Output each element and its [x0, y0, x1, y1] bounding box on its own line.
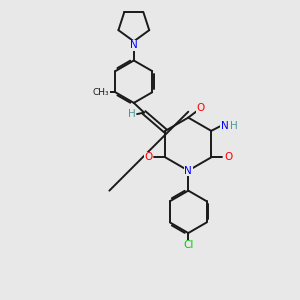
Bar — [128, 111, 135, 117]
Bar — [220, 122, 232, 129]
Text: H: H — [230, 121, 238, 130]
Bar — [184, 242, 193, 249]
Bar — [196, 105, 205, 112]
Bar — [184, 167, 193, 174]
Text: CH₃: CH₃ — [92, 88, 109, 97]
Bar — [129, 42, 138, 49]
Text: Cl: Cl — [183, 240, 194, 250]
Text: O: O — [196, 103, 205, 113]
Bar — [224, 154, 233, 161]
Text: O: O — [224, 152, 232, 162]
Bar — [95, 89, 106, 96]
Text: H: H — [128, 109, 136, 119]
Text: N: N — [184, 166, 192, 176]
Text: N: N — [130, 40, 138, 50]
Bar — [144, 154, 153, 161]
Text: N: N — [221, 121, 229, 130]
Text: O: O — [144, 152, 152, 162]
